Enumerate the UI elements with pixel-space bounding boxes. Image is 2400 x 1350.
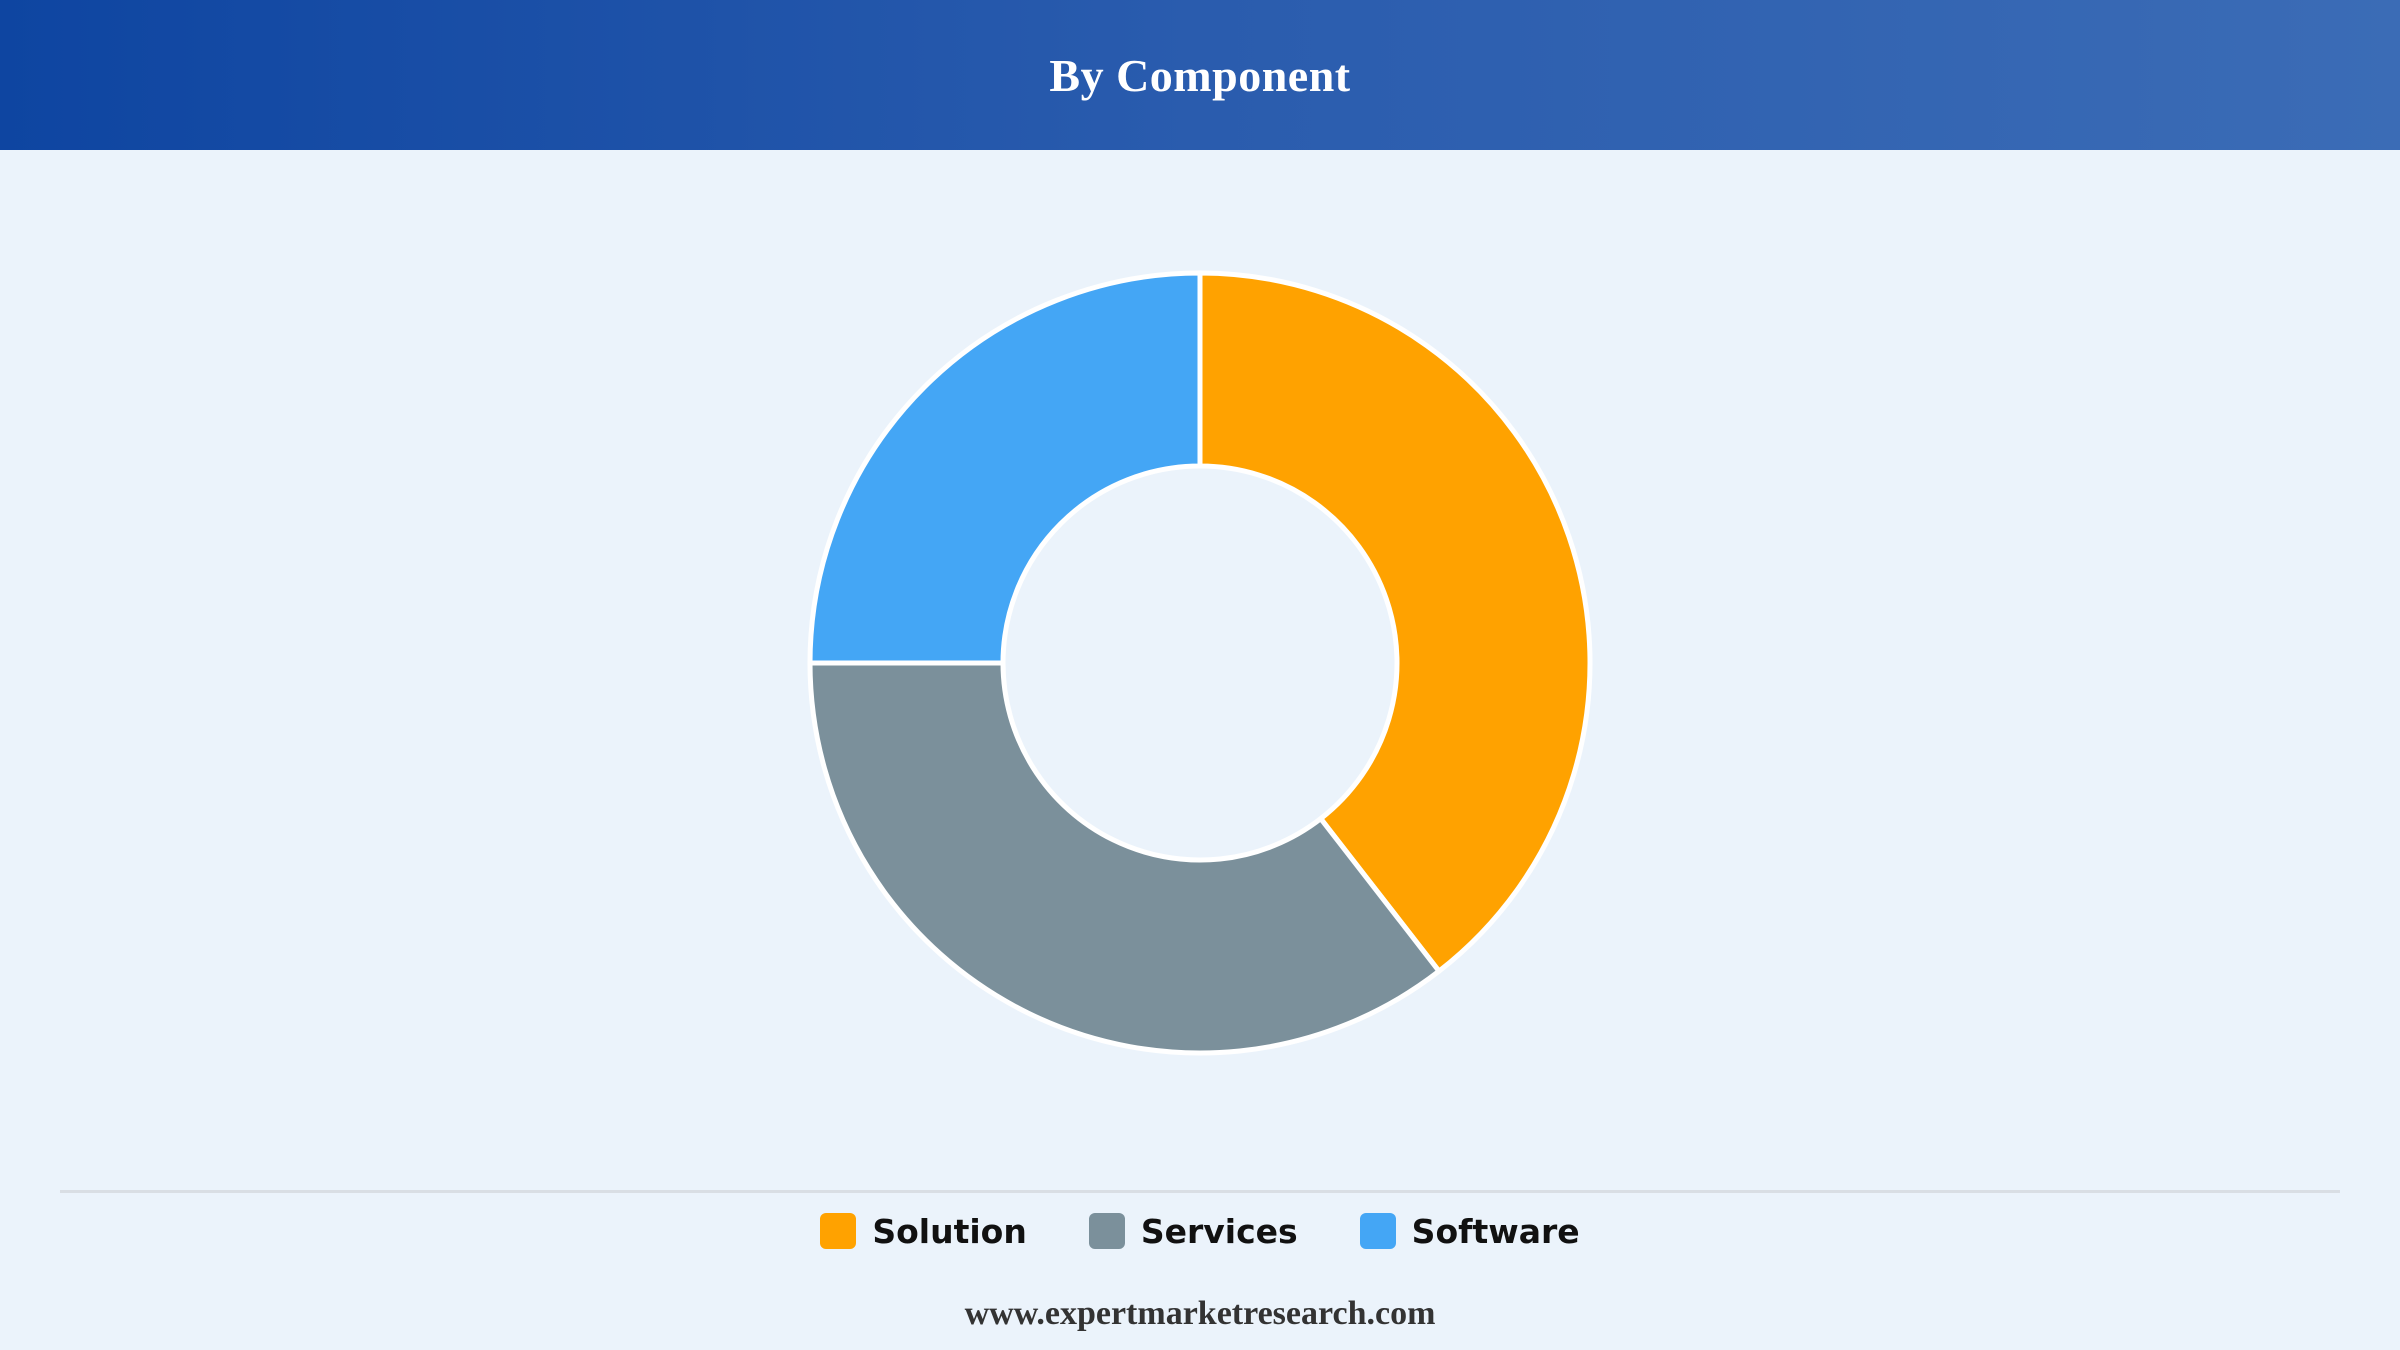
legend-item-solution: Solution	[820, 1212, 1027, 1251]
legend-item-services: Services	[1088, 1211, 1298, 1251]
header-bar: By Component	[0, 0, 2400, 150]
source-url: www.expertmarketresearch.com	[964, 1295, 1436, 1332]
legend-swatch-software	[1359, 1213, 1396, 1249]
donut-slice-services	[807, 660, 1442, 1056]
legend-swatch-solution	[820, 1213, 857, 1249]
legend-label-solution: Solution	[872, 1211, 1027, 1251]
legend-swatch-services	[1088, 1213, 1125, 1249]
chart-title: By Component	[1049, 49, 1351, 101]
donut-slice-solution	[1197, 270, 1593, 974]
legend-divider	[60, 1190, 2340, 1193]
chart-area	[0, 150, 2400, 1190]
legend-label-software: Software	[1411, 1211, 1580, 1251]
donut-chart	[807, 270, 1593, 1056]
legend-label-services: Services	[1140, 1211, 1298, 1251]
donut-slice-software	[807, 270, 1203, 666]
legend: Solution Services Software	[0, 1208, 2400, 1254]
legend-item-software: Software	[1359, 1211, 1580, 1251]
